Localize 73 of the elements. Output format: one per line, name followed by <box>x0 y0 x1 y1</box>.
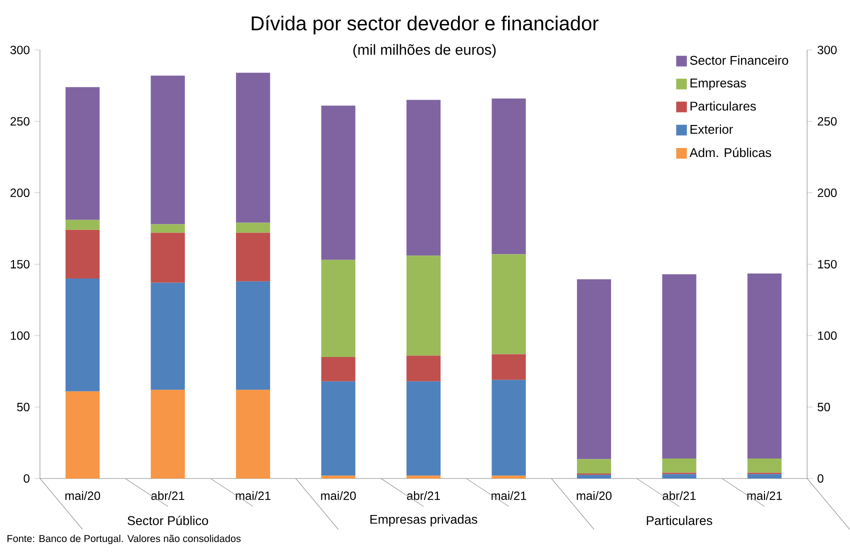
x-tick-label: mai/20 <box>321 490 356 500</box>
y-tick-label: 100 <box>10 331 30 340</box>
bar <box>66 391 100 478</box>
bar <box>662 274 696 458</box>
legend-label: Adm. Públicas <box>690 147 772 157</box>
bar <box>576 279 612 459</box>
bar <box>747 474 782 478</box>
legend-label: Sector Financeiro <box>690 55 788 65</box>
bar <box>321 381 356 476</box>
bar <box>406 255 441 356</box>
bar <box>66 220 100 230</box>
bar <box>150 75 185 224</box>
bar <box>150 390 185 478</box>
bar <box>747 458 782 473</box>
x-tick-label: mai/21 <box>492 490 526 500</box>
bar <box>492 354 526 380</box>
bar <box>492 475 526 478</box>
x-tick-label: abr/21 <box>151 490 184 500</box>
text: Empresas privadas <box>370 514 478 526</box>
x-tick-label: abr/21 <box>407 490 440 500</box>
bar <box>662 474 696 478</box>
bar <box>236 390 270 478</box>
x-tick-label: mai/21 <box>236 490 270 500</box>
bar <box>321 105 356 260</box>
bar <box>662 458 696 473</box>
bar <box>406 475 441 478</box>
bar <box>492 254 526 354</box>
bar <box>66 278 100 392</box>
y-tick-label: 50 <box>17 402 30 412</box>
y2-tick-label: 300 <box>818 46 837 54</box>
y2-tick-label: 50 <box>818 402 830 412</box>
text: Sector Público <box>128 516 208 525</box>
bar <box>236 281 270 390</box>
bar <box>66 86 100 220</box>
bar <box>492 380 526 476</box>
bar <box>492 98 526 254</box>
x-tick-label: mai/20 <box>65 490 100 500</box>
bar <box>236 232 270 282</box>
y2-tick-label: 150 <box>818 260 837 268</box>
bar <box>321 475 356 478</box>
chart-subtitle: (mil milhões de euros) <box>353 44 496 58</box>
bar <box>66 230 100 278</box>
y2-tick-label: 100 <box>818 331 837 340</box>
bar <box>406 381 441 476</box>
bar <box>236 222 270 233</box>
bar <box>406 355 441 382</box>
y-tick-label: 150 <box>10 260 30 268</box>
bar <box>576 474 612 478</box>
y-tick-label: 250 <box>10 116 30 126</box>
bar <box>747 273 782 458</box>
y-tick-label: 0 <box>24 474 30 483</box>
y2-tick-label: 200 <box>818 188 837 197</box>
x-tick-label: abr/21 <box>662 490 696 500</box>
y-tick-label: 300 <box>10 46 30 54</box>
bar <box>406 100 441 256</box>
source-note: Fonte: Banco de Portugal. Valores não consolidados <box>8 534 241 544</box>
y2-tick-label: 250 <box>818 116 837 126</box>
bar <box>236 72 270 223</box>
text: Particulares <box>646 516 712 525</box>
bar <box>150 224 185 233</box>
x-tick-label: mai/21 <box>747 490 782 500</box>
chart-title: Dívida por sector devedor e financiador <box>252 15 598 34</box>
legend-label: Particulares <box>690 101 756 110</box>
legend-label: Exterior <box>690 124 733 134</box>
bar <box>150 232 185 283</box>
y2-tick-label: 0 <box>818 474 824 483</box>
y-tick-label: 200 <box>10 188 30 197</box>
bar <box>321 356 356 382</box>
bar <box>576 458 612 474</box>
bar <box>321 260 356 357</box>
bar <box>150 282 185 390</box>
x-tick-label: mai/20 <box>576 490 612 500</box>
legend-label: Empresas <box>690 78 746 90</box>
